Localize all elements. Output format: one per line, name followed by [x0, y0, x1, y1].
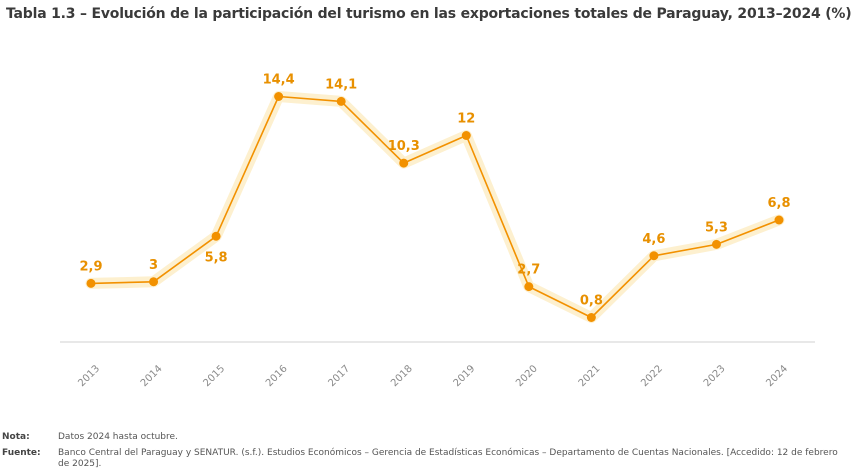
- data-label-2015: 5,8: [205, 250, 228, 265]
- x-tick-label-2015: 2015: [201, 363, 227, 389]
- data-label-2020: 2,7: [517, 263, 540, 278]
- data-label-2014: 3: [149, 258, 158, 273]
- series-line-group: [85, 91, 785, 323]
- data-point-2022: [649, 251, 659, 261]
- data-label-2018: 10,3: [388, 139, 420, 154]
- data-label-2022: 4,6: [642, 232, 665, 247]
- data-point-2024: [774, 215, 784, 225]
- data-label-2013: 2,9: [79, 259, 102, 274]
- data-point-2015: [211, 231, 221, 241]
- data-point-2013: [86, 278, 96, 288]
- data-label-2021: 0,8: [580, 294, 603, 309]
- x-tick-label-2013: 2013: [76, 363, 102, 389]
- data-point-2014: [149, 277, 159, 287]
- note-text: Datos 2024 hasta octubre.: [58, 432, 178, 442]
- data-label-2019: 12: [457, 112, 475, 127]
- x-tick-label-2019: 2019: [452, 363, 478, 389]
- data-point-2018: [399, 158, 409, 168]
- x-tick-label-2017: 2017: [327, 363, 353, 389]
- source-text: Banco Central del Paraguay y SENATUR. (s…: [58, 448, 838, 469]
- source-row: Fuente: Banco Central del Paraguay y SEN…: [2, 448, 847, 470]
- series-line-glow: [85, 91, 785, 323]
- x-tick-label-2022: 2022: [639, 363, 665, 389]
- data-label-2024: 6,8: [767, 196, 790, 211]
- data-point-2017: [336, 96, 346, 106]
- data-labels: 2,9 3 5,8 14,4 14,1 10,3 12 2,7 0,8 4,6 5,3 6,8: [79, 73, 790, 309]
- note-label: Nota:: [2, 432, 30, 442]
- chart-title: Tabla 1.3 – Evolución de la participació…: [6, 6, 851, 22]
- x-tick-label-2018: 2018: [389, 363, 415, 389]
- data-label-2016: 14,4: [263, 73, 295, 88]
- data-point-2023: [711, 239, 721, 249]
- x-tick-label-2023: 2023: [702, 363, 728, 389]
- x-tick-label-2016: 2016: [264, 363, 290, 389]
- x-tick-labels: 2013 2014 2015 2016 2017 2018 2019 2020 2021 2022…: [76, 363, 790, 389]
- data-points: [86, 92, 784, 322]
- x-tick-label-2024: 2024: [764, 363, 790, 389]
- data-point-2020: [524, 282, 534, 292]
- series-line: [90, 95, 780, 319]
- data-label-2023: 5,3: [705, 220, 728, 235]
- data-label-2017: 14,1: [325, 77, 357, 92]
- x-tick-label-2020: 2020: [514, 363, 540, 389]
- note-row: Nota: Datos 2024 hasta octubre.: [2, 432, 847, 443]
- data-point-2016: [274, 92, 284, 101]
- x-tick-label-2014: 2014: [139, 363, 165, 389]
- source-label: Fuente:: [2, 448, 41, 458]
- data-point-2019: [461, 131, 471, 140]
- data-point-2021: [586, 313, 596, 322]
- x-tick-label-2021: 2021: [577, 363, 603, 389]
- footnotes: Nota: Datos 2024 hasta octubre. Fuente: …: [2, 432, 847, 475]
